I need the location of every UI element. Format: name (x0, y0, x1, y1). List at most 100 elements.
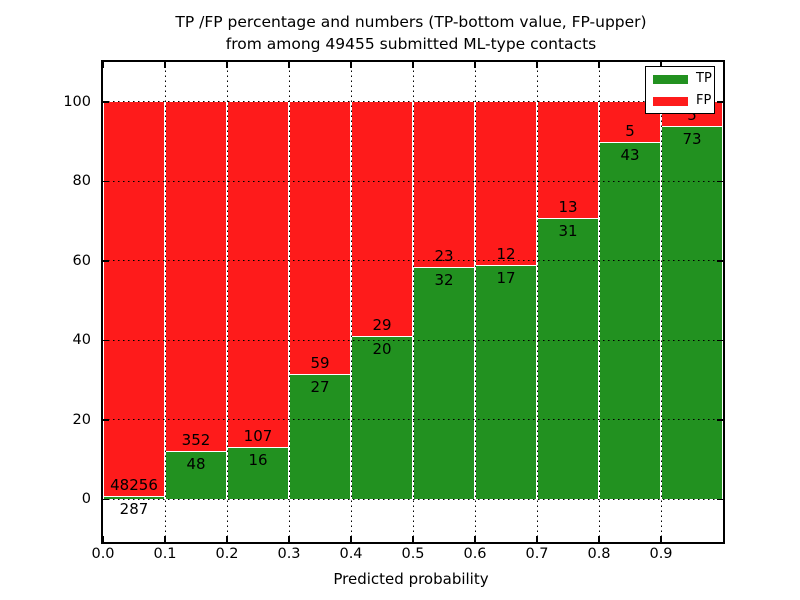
x-tick-mark (164, 62, 166, 68)
bar-tp-segment (165, 451, 227, 500)
x-tick-mark (474, 536, 476, 542)
fp-count-label: 59 (310, 353, 330, 372)
bar-fp-segment (227, 101, 289, 448)
tp-count-label: 287 (119, 500, 149, 519)
bar-fp-segment (165, 101, 227, 452)
plot-area: 48256 287 352 48 107 16 59 27 29 20 23 32 12 17 13 31 5 4… (101, 60, 725, 544)
y-tick-label: 20 (72, 411, 91, 428)
x-tick-mark (536, 536, 538, 542)
x-tick-label: 0.1 (153, 546, 177, 562)
tp-legend-swatch-icon (653, 74, 688, 84)
plot-wrap: 48256 287 352 48 107 16 59 27 29 20 23 32 12 17 13 31 5 4… (63, 60, 725, 588)
v-gridline (536, 62, 538, 542)
bar-fp-segment (289, 101, 351, 375)
x-tick-mark (226, 62, 228, 68)
y-tick-label: 0 (81, 491, 91, 508)
tp-count-label: 20 (372, 340, 392, 359)
bar-tp-segment (413, 268, 475, 500)
fp-legend-swatch-icon (653, 96, 688, 106)
bar-tp-segment (351, 337, 413, 500)
y-tick-mark (103, 101, 109, 103)
fp-count-label: 48256 (110, 476, 158, 495)
x-tick-mark (660, 536, 662, 542)
x-tick-label: 0.9 (649, 546, 673, 562)
x-axis-label: Predicted probability (333, 570, 489, 588)
v-gridline (288, 62, 290, 542)
y-tick-mark (717, 180, 723, 183)
v-gridline (598, 62, 600, 542)
x-tick-mark (164, 536, 166, 542)
y-tick-mark (103, 419, 109, 421)
x-tick-label: 0.5 (401, 546, 425, 562)
x-tick-mark (598, 62, 600, 68)
tp-count-label: 43 (620, 146, 640, 165)
y-tick-label: 100 (63, 93, 91, 110)
v-gridline (350, 62, 352, 542)
y-tick-label: 80 (72, 173, 91, 190)
fp-count-label: 352 (181, 430, 211, 449)
y-tick-mark (103, 180, 109, 183)
y-tick-mark (103, 498, 109, 501)
bar-tp-segment (289, 374, 351, 500)
x-tick-mark (412, 536, 414, 542)
y-tick-mark (717, 419, 723, 421)
tp-count-label: 27 (310, 377, 330, 396)
tp-count-label: 17 (496, 269, 516, 288)
tp-count-label: 16 (248, 450, 268, 469)
y-tick-mark (717, 101, 723, 103)
legend: TP FP (645, 66, 715, 114)
v-gridline (226, 62, 228, 542)
bar-fp-segment (475, 101, 537, 267)
x-tick-mark (288, 62, 290, 68)
y-tick-mark (103, 260, 109, 262)
x-tick-label: 0.7 (525, 546, 549, 562)
x-tick-mark (474, 62, 476, 68)
v-gridline (412, 62, 414, 542)
x-tick-mark (660, 62, 662, 68)
x-tick-label: 0.3 (277, 546, 301, 562)
x-tick-label: 0.2 (215, 546, 239, 562)
tp-count-label: 32 (434, 271, 454, 290)
x-tick-mark (598, 536, 600, 542)
fp-count-label: 12 (496, 245, 516, 264)
fp-count-label: 13 (558, 198, 578, 217)
v-gridline (474, 62, 476, 542)
y-tick-label: 60 (72, 252, 91, 269)
x-tick-label: 0.6 (463, 546, 487, 562)
fp-count-label: 107 (243, 426, 273, 445)
bar-tp-segment (599, 143, 661, 500)
tp-count-label: 73 (682, 130, 702, 149)
fp-count-label: 5 (625, 122, 635, 141)
x-tick-mark (288, 536, 290, 542)
bar-fp-segment (537, 101, 599, 220)
x-tick-label: 0.4 (339, 546, 363, 562)
fp-count-label: 23 (434, 247, 454, 266)
bar-fp-segment (351, 101, 413, 338)
legend-label-tp: TP (696, 71, 712, 86)
chart-title: TP /FP percentage and numbers (TP-bottom… (101, 11, 721, 55)
x-tick-mark (102, 62, 104, 68)
bar-tp-segment (537, 219, 599, 500)
v-gridline (164, 62, 166, 542)
x-tick-mark (350, 62, 352, 68)
chart-title-line1: TP /FP percentage and numbers (TP-bottom… (175, 13, 647, 31)
y-tick-mark (103, 339, 109, 342)
legend-row-tp: TP (646, 69, 714, 89)
fp-count-label: 5 (687, 106, 697, 125)
fp-count-label: 29 (372, 316, 392, 335)
x-tick-mark (350, 536, 352, 542)
bar-fp-segment (413, 101, 475, 269)
y-tick-mark (717, 498, 723, 501)
legend-row-fp: FP (646, 91, 714, 111)
x-tick-mark (102, 536, 104, 542)
y-tick-label: 40 (72, 332, 91, 349)
bar-tp-segment (661, 127, 723, 500)
x-tick-mark (536, 62, 538, 68)
x-tick-mark (226, 536, 228, 542)
legend-label-fp: FP (696, 93, 712, 108)
bar-fp-segment (103, 101, 165, 498)
tp-count-label: 31 (558, 222, 578, 241)
tp-count-label: 48 (186, 454, 206, 473)
bar-tp-segment (475, 266, 537, 500)
